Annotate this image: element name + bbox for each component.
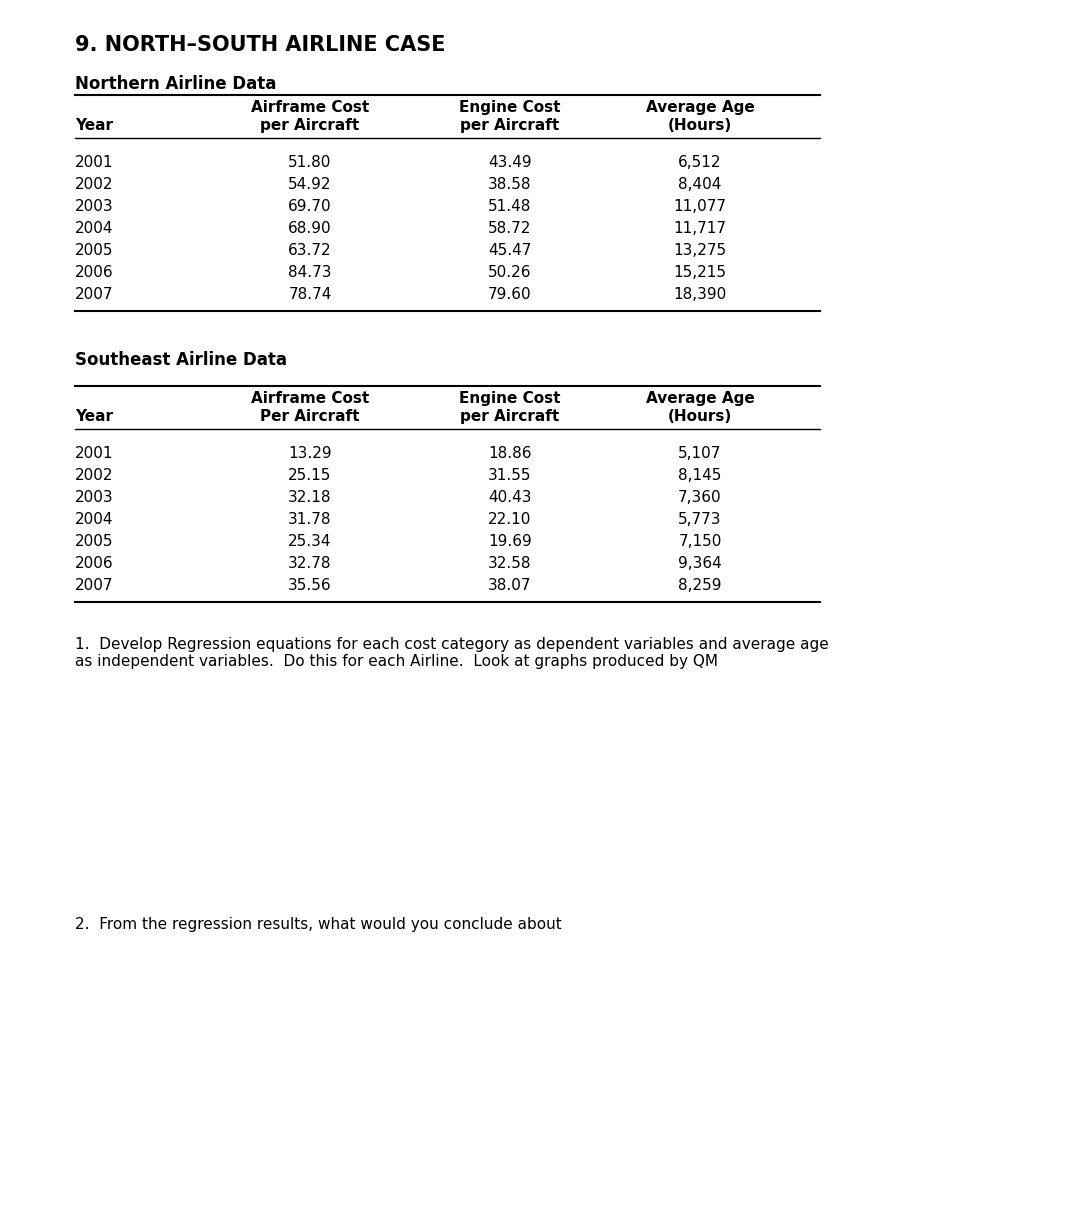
Text: Engine Cost: Engine Cost <box>460 391 561 406</box>
Text: 5,773: 5,773 <box>678 511 722 527</box>
Text: 11,077: 11,077 <box>674 199 726 215</box>
Text: 78.74: 78.74 <box>288 287 332 302</box>
Text: 38.07: 38.07 <box>488 578 532 593</box>
Text: Year: Year <box>75 118 112 133</box>
Text: Average Age: Average Age <box>645 391 755 406</box>
Text: 69.70: 69.70 <box>288 199 332 215</box>
Text: 2006: 2006 <box>75 265 114 280</box>
Text: 11,717: 11,717 <box>674 221 726 236</box>
Text: 15,215: 15,215 <box>674 265 726 280</box>
Text: 79.60: 79.60 <box>488 287 532 302</box>
Text: 8,259: 8,259 <box>678 578 722 593</box>
Text: Airframe Cost: Airframe Cost <box>251 101 369 115</box>
Text: 84.73: 84.73 <box>288 265 332 280</box>
Text: 19.69: 19.69 <box>488 534 532 549</box>
Text: 9. NORTH–SOUTH AIRLINE CASE: 9. NORTH–SOUTH AIRLINE CASE <box>75 35 446 55</box>
Text: 5,107: 5,107 <box>678 446 722 461</box>
Text: 2003: 2003 <box>75 199 114 215</box>
Text: (Hours): (Hours) <box>668 118 732 133</box>
Text: 2003: 2003 <box>75 490 114 505</box>
Text: 2006: 2006 <box>75 556 114 571</box>
Text: 7,360: 7,360 <box>678 490 722 505</box>
Text: 2005: 2005 <box>75 534 114 549</box>
Text: 2007: 2007 <box>75 287 114 302</box>
Text: 31.78: 31.78 <box>288 511 332 527</box>
Text: 54.92: 54.92 <box>288 177 332 191</box>
Text: 2005: 2005 <box>75 242 114 258</box>
Text: 8,145: 8,145 <box>678 468 722 484</box>
Text: per Aircraft: per Aircraft <box>461 118 559 133</box>
Text: Southeast Airline Data: Southeast Airline Data <box>75 351 287 368</box>
Text: 68.90: 68.90 <box>288 221 332 236</box>
Text: 58.72: 58.72 <box>488 221 532 236</box>
Text: 51.80: 51.80 <box>288 155 332 170</box>
Text: 2004: 2004 <box>75 511 114 527</box>
Text: 9,364: 9,364 <box>678 556 722 571</box>
Text: Airframe Cost: Airframe Cost <box>251 391 369 406</box>
Text: 2002: 2002 <box>75 468 114 484</box>
Text: 2.  From the regression results, what would you conclude about: 2. From the regression results, what wou… <box>75 917 561 932</box>
Text: 13.29: 13.29 <box>288 446 332 461</box>
Text: Engine Cost: Engine Cost <box>460 101 561 115</box>
Text: 50.26: 50.26 <box>488 265 532 280</box>
Text: 63.72: 63.72 <box>288 242 332 258</box>
Text: 31.55: 31.55 <box>488 468 532 484</box>
Text: Per Aircraft: Per Aircraft <box>260 408 359 424</box>
Text: 51.48: 51.48 <box>488 199 532 215</box>
Text: 35.56: 35.56 <box>288 578 332 593</box>
Text: 2007: 2007 <box>75 578 114 593</box>
Text: per Aircraft: per Aircraft <box>461 408 559 424</box>
Text: 43.49: 43.49 <box>488 155 532 170</box>
Text: 2001: 2001 <box>75 446 114 461</box>
Text: 8,404: 8,404 <box>678 177 722 191</box>
Text: 13,275: 13,275 <box>674 242 726 258</box>
Text: Average Age: Average Age <box>645 101 755 115</box>
Text: Northern Airline Data: Northern Airline Data <box>75 75 276 93</box>
Text: 1.  Develop Regression equations for each cost category as dependent variables a: 1. Develop Regression equations for each… <box>75 638 829 669</box>
Text: 25.34: 25.34 <box>288 534 332 549</box>
Text: 7,150: 7,150 <box>678 534 722 549</box>
Text: 2004: 2004 <box>75 221 114 236</box>
Text: 22.10: 22.10 <box>488 511 532 527</box>
Text: 25.15: 25.15 <box>288 468 332 484</box>
Text: 18,390: 18,390 <box>674 287 726 302</box>
Text: (Hours): (Hours) <box>668 408 732 424</box>
Text: 2001: 2001 <box>75 155 114 170</box>
Text: 18.86: 18.86 <box>488 446 532 461</box>
Text: per Aircraft: per Aircraft <box>260 118 359 133</box>
Text: 2002: 2002 <box>75 177 114 191</box>
Text: 40.43: 40.43 <box>488 490 532 505</box>
Text: Year: Year <box>75 408 112 424</box>
Text: 45.47: 45.47 <box>488 242 532 258</box>
Text: 32.18: 32.18 <box>288 490 332 505</box>
Text: 32.78: 32.78 <box>288 556 332 571</box>
Text: 32.58: 32.58 <box>488 556 532 571</box>
Text: 38.58: 38.58 <box>488 177 532 191</box>
Text: 6,512: 6,512 <box>678 155 722 170</box>
